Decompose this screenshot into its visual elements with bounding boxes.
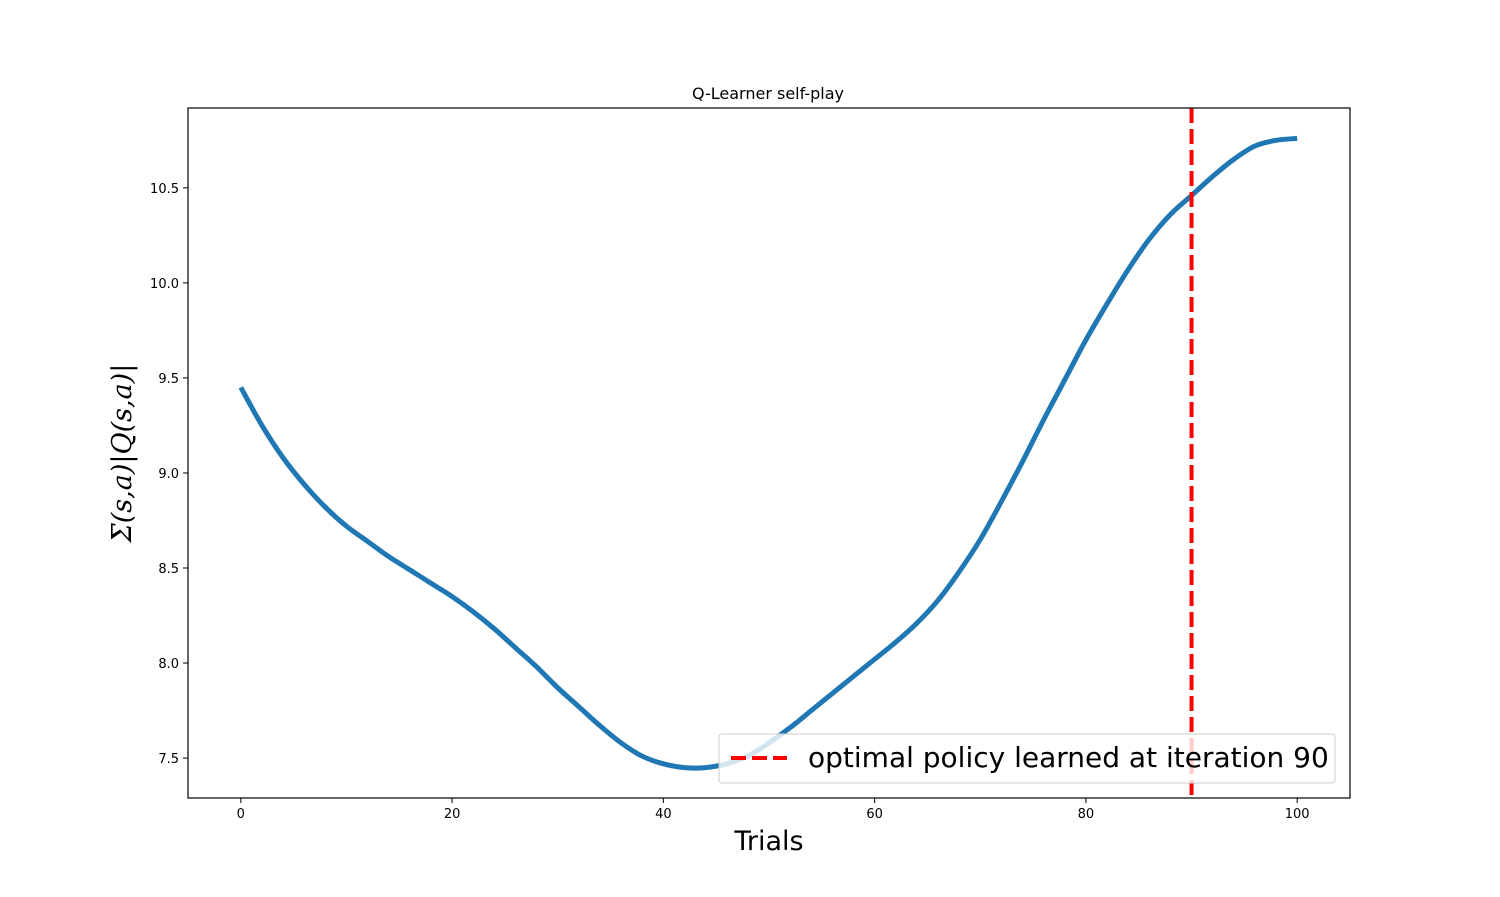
y-tick-label: 9.0 (158, 467, 179, 482)
y-tick-label: 9.5 (158, 372, 179, 387)
y-tick-label: 7.5 (158, 752, 179, 767)
y-tick-label: 8.5 (158, 562, 179, 577)
y-tick-label: 10.0 (150, 277, 179, 292)
y-tick-label: 10.5 (150, 182, 179, 197)
chart-title: Q-Learner self-play (692, 84, 844, 103)
legend-label: optimal policy learned at iteration 90 (808, 741, 1329, 774)
x-tick-label: 0 (237, 807, 245, 822)
x-tick-label: 100 (1285, 807, 1310, 822)
x-tick-label: 40 (655, 807, 672, 822)
x-tick-label: 60 (866, 807, 883, 822)
y-axis: 7.5 8.0 8.5 9.0 9.5 10.0 10.5 (150, 182, 188, 767)
x-axis: 0 20 40 60 80 100 (237, 798, 1310, 822)
plot-area (238, 108, 1298, 798)
y-axis-label: Σ(s,a)|Q(s,a)| (107, 364, 138, 544)
series-line (238, 135, 1298, 771)
x-tick-label: 20 (444, 807, 461, 822)
y-tick-label: 8.0 (158, 657, 179, 672)
legend: optimal policy learned at iteration 90 (718, 733, 1336, 784)
x-tick-label: 80 (1078, 807, 1095, 822)
legend-box (718, 733, 1336, 784)
plot-frame (187, 107, 1351, 799)
x-axis-label: Trials (733, 826, 803, 857)
